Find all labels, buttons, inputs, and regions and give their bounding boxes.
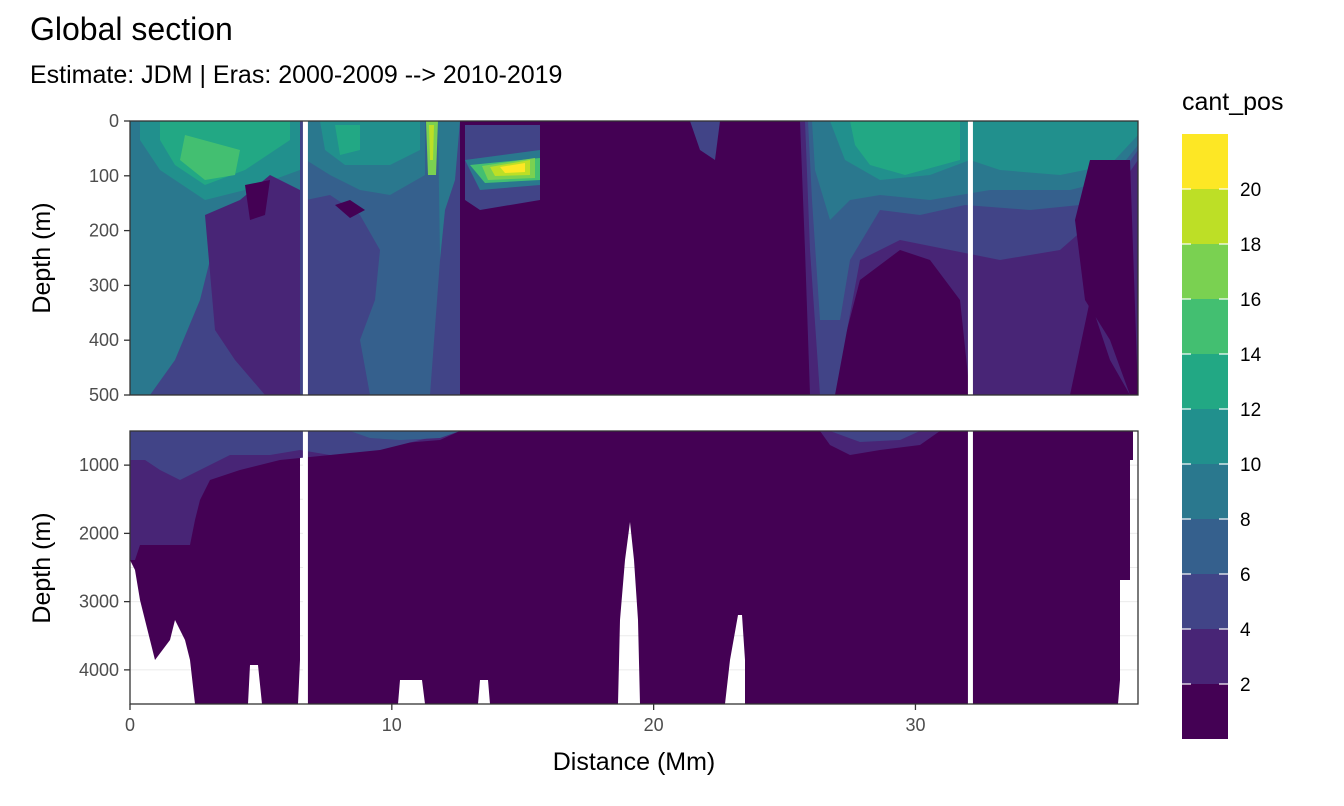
x-tick-label: 30 [905,715,925,735]
x-axis-title: Distance (Mm) [553,748,716,776]
upper-y-tick-label: 400 [89,330,119,350]
legend-label: 12 [1240,400,1261,421]
legend-label: 10 [1240,455,1261,476]
lower-y-tick-label: 4000 [79,660,119,680]
legend-color-step [1182,189,1228,244]
lower-panel: 1000 2000 3000 4000 [79,430,1139,705]
upper-y-tick-label: 500 [89,385,119,405]
lower-y-axis-title: Depth (m) [28,512,56,623]
x-axis: 0 10 20 30 [125,704,925,735]
legend-label: 16 [1240,290,1261,311]
legend: cant_pos 2 4 6 8 10 12 14 16 18 20 [1182,88,1283,739]
upper-y-tick-label: 100 [89,166,119,186]
legend-color-step [1182,409,1228,464]
legend-title: cant_pos [1182,88,1283,116]
lower-y-tick-label: 2000 [79,523,119,543]
upper-west-core [180,135,240,180]
upper-y-tick-label: 300 [89,275,119,295]
lower-data-gap [302,431,308,704]
x-tick-label: 0 [125,715,135,735]
x-tick-label: 20 [644,715,664,735]
lower-y-axis: 1000 2000 3000 4000 [79,455,130,680]
upper-east-mixed [690,121,720,160]
chart-subtitle: Estimate: JDM | Eras: 2000-2009 --> 2010… [30,61,563,89]
upper-central-green-patch [335,125,360,155]
upper-central-deep [306,195,380,395]
legend-color-step [1182,244,1228,299]
upper-west-deep-dark [245,180,270,220]
upper-y-tick-label: 200 [89,221,119,241]
upper-mode-peak [500,163,525,173]
upper-y-axis-title: Depth (m) [28,202,56,313]
upper-east-core-green [850,121,960,175]
legend-colorbar [1182,134,1228,739]
legend-label: 18 [1240,235,1261,256]
legend-label: 14 [1240,345,1262,366]
legend-label: 20 [1240,180,1261,201]
upper-east-dark-deep [1075,160,1138,395]
legend-label: 8 [1240,510,1251,531]
upper-data-gap [967,121,973,395]
legend-color-step [1182,574,1228,629]
legend-color-step [1182,629,1228,684]
lower-gaps [302,431,973,704]
upper-y-axis: 0 100 200 300 400 500 [89,111,130,405]
upper-panel-border [129,120,1139,396]
legend-color-step [1182,354,1228,409]
lower-heatmap [130,431,1133,704]
legend-color-step [1182,299,1228,354]
upper-west-deep-purple [205,175,300,395]
legend-labels: 2 4 6 8 10 12 14 16 18 20 [1182,180,1262,696]
lower-top-teal [350,431,460,440]
upper-gaps [302,121,973,395]
lower-top-blue [130,431,460,480]
x-tick-label: 10 [382,715,402,735]
upper-front-band [438,121,460,260]
upper-panel: 0 100 200 300 400 500 [89,111,1139,405]
lower-y-tick-label: 1000 [79,455,119,475]
upper-data-gap [302,121,308,395]
lower-y-tick-label: 3000 [79,592,119,612]
upper-front-yellow [429,125,434,160]
upper-y-tick-label: 0 [109,111,119,131]
legend-color-step [1182,684,1228,739]
upper-heatmap [130,121,1138,395]
legend-color-step [1182,464,1228,519]
legend-color-step [1182,519,1228,574]
lower-deep-field [130,431,1133,704]
legend-label: 2 [1240,675,1251,696]
legend-label: 6 [1240,565,1251,586]
lower-data-gap [967,431,973,704]
legend-color-step [1182,134,1228,189]
chart-title: Global section [30,11,233,47]
lower-east-top-blue [830,431,920,442]
lower-panel-border [129,430,1139,705]
legend-label: 4 [1240,620,1251,641]
upper-central-dark-eddy [335,200,365,218]
